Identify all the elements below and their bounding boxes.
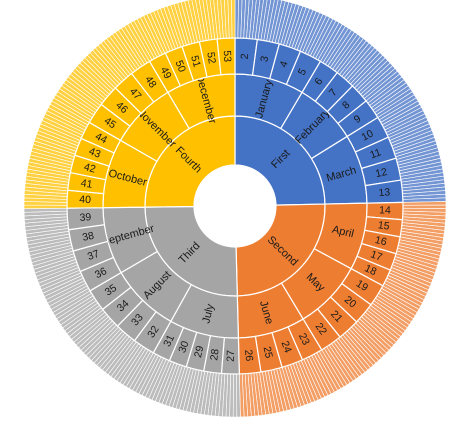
day-segment <box>23 204 68 210</box>
week-label: 28 <box>208 348 221 361</box>
week-label: 19 <box>354 278 370 294</box>
week-label: 13 <box>378 186 391 199</box>
week-label: 5 <box>296 67 309 78</box>
week-label: 22 <box>313 321 330 338</box>
month-label: April <box>331 224 355 241</box>
day-segment <box>402 201 447 206</box>
week-label: 39 <box>79 211 92 224</box>
week-label: 3 <box>258 55 271 63</box>
week-label: 45 <box>102 115 118 132</box>
week-label: 9 <box>352 113 364 126</box>
week-label: 52 <box>204 51 218 65</box>
week-label: 30 <box>176 339 191 354</box>
week-label: 37 <box>86 248 101 263</box>
week-label: 43 <box>87 145 102 160</box>
week-label: 15 <box>377 219 390 232</box>
week-label: 26 <box>242 349 255 362</box>
month-label: July <box>200 302 216 324</box>
week-label: 53 <box>221 50 234 62</box>
week-label: 35 <box>103 282 120 299</box>
week-label: 16 <box>374 234 388 248</box>
week-label: 18 <box>363 262 379 278</box>
week-label: 44 <box>93 130 109 146</box>
week-label: 49 <box>158 65 174 81</box>
week-segment <box>216 37 236 76</box>
week-label: 40 <box>79 194 91 206</box>
week-label: 31 <box>161 333 177 349</box>
week-label: 12 <box>374 166 388 180</box>
week-label: 42 <box>83 161 97 176</box>
day-segment <box>231 0 236 39</box>
week-label: 2 <box>239 53 251 60</box>
week-label: 14 <box>379 204 391 216</box>
week-label: 11 <box>368 146 383 161</box>
week-label: 24 <box>279 339 294 354</box>
week-label: 48 <box>142 74 159 91</box>
week-label: 4 <box>277 59 290 69</box>
week-label: 38 <box>81 230 95 244</box>
week-label: 51 <box>188 54 203 69</box>
week-label: 32 <box>145 324 162 340</box>
week-label: 41 <box>80 177 93 191</box>
week-label: 25 <box>261 345 275 359</box>
week-label: 10 <box>359 127 375 143</box>
week-label: 36 <box>93 265 109 281</box>
week-label: 27 <box>225 350 237 362</box>
week-label: 17 <box>369 248 384 263</box>
week-label: 29 <box>192 344 206 358</box>
week-label: 6 <box>312 76 325 88</box>
week-label: 50 <box>173 59 188 74</box>
center-hole <box>195 166 275 246</box>
week-label: 23 <box>296 331 312 347</box>
